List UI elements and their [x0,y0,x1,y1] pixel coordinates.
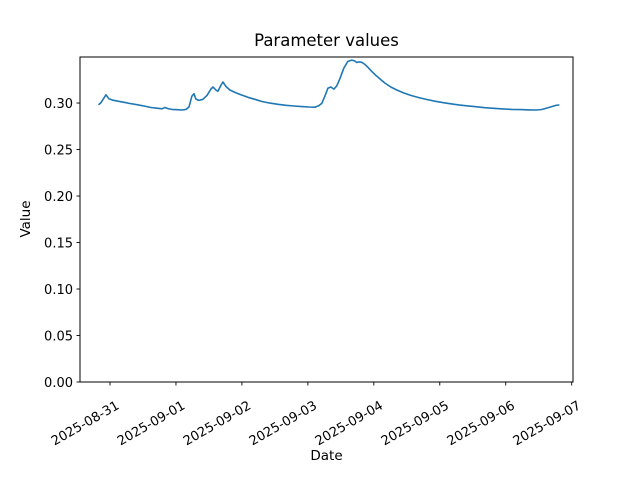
x-tick-label: 2025-08-31 [49,398,122,449]
x-axis-label: Date [310,448,343,464]
y-tick-label: 0.00 [44,376,73,391]
y-tick-label: 0.15 [44,236,73,251]
x-tick-label: 2025-09-03 [247,398,320,449]
x-tick-label: 2025-09-04 [313,398,386,449]
x-tick-label: 2025-09-07 [511,398,584,449]
y-tick-label: 0.25 [44,143,73,158]
x-tick-label: 2025-09-01 [115,398,188,449]
y-tick-label: 0.20 [44,190,73,205]
x-tick-label: 2025-09-06 [445,398,518,449]
chart-title: Parameter values [254,31,399,50]
y-tick-label: 0.30 [44,97,73,112]
axes-box [79,56,574,383]
x-tick-label: 2025-09-02 [181,398,254,449]
x-tick-label: 2025-09-05 [379,398,452,449]
y-tick-label: 0.10 [44,283,73,298]
y-tick-label: 0.05 [44,329,73,344]
data-line [98,59,560,111]
